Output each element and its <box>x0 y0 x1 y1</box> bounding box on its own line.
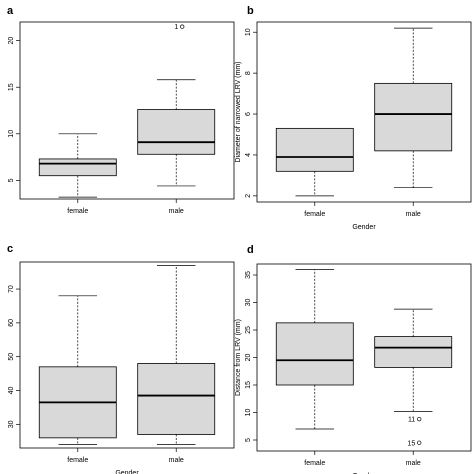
box-female <box>38 295 117 445</box>
outlier-point <box>180 24 185 29</box>
x-tick-label: female <box>67 457 88 464</box>
panel-label: c <box>7 243 13 255</box>
outlier-label: 1 <box>174 24 178 31</box>
x-tick-label: female <box>304 211 325 218</box>
y-tick-label: 8 <box>245 71 252 75</box>
box-male: 1 <box>137 24 216 187</box>
y-tick-label: 10 <box>245 28 252 36</box>
chart-panel-d: d 5 10 15 20 25 30 35 Distance from LRV (mm) fema… <box>235 244 472 474</box>
y-tick-label: 5 <box>8 178 15 182</box>
y-tick-label: 60 <box>8 319 15 327</box>
outlier-label: 15 <box>407 440 415 447</box>
plot-frame <box>19 261 235 449</box>
box-male <box>137 265 216 445</box>
y-tick-label: 30 <box>245 299 252 307</box>
x-tick-label: female <box>304 460 325 467</box>
y-tick-label: 40 <box>8 387 15 395</box>
y-tick-label: 2 <box>245 194 252 198</box>
iqr-box <box>275 322 354 386</box>
y-axis-label: Diameter of narrowed LRV (mm) <box>235 61 242 162</box>
box-male: 11 15 <box>374 308 453 447</box>
box-female <box>275 269 354 430</box>
iqr-box <box>38 158 117 177</box>
y-tick-label: 10 <box>245 409 252 417</box>
iqr-box <box>137 109 216 155</box>
y-tick-label: 20 <box>8 37 15 45</box>
y-tick-label: 25 <box>245 326 252 334</box>
chart-panel-c: c 30 40 50 60 70 female male Gender <box>7 243 235 474</box>
x-axis-label: Gender <box>352 224 376 231</box>
x-tick-label: male <box>406 460 421 467</box>
plot-frame <box>256 21 472 203</box>
y-tick-label: 5 <box>245 438 252 442</box>
y-tick-label: 6 <box>245 112 252 116</box>
y-axis-label: Distance from LRV (mm) <box>235 319 242 396</box>
y-tick-label: 70 <box>8 285 15 293</box>
panel-label: a <box>7 5 14 17</box>
y-tick-label: 30 <box>8 420 15 428</box>
iqr-box <box>275 127 354 172</box>
box-male <box>374 27 453 189</box>
iqr-box <box>137 363 216 435</box>
iqr-box <box>374 82 453 152</box>
x-axis-label: Gender <box>115 470 139 474</box>
chart-panel-a: a 5 10 15 20 female 1 male <box>7 5 235 215</box>
box-female <box>38 133 117 198</box>
y-tick-label: 4 <box>245 153 252 157</box>
y-tick-label: 20 <box>245 354 252 362</box>
chart-panel-b: b 2 4 6 8 10 Diameter of narrowed LRV (mm) fema… <box>235 5 472 231</box>
y-tick-label: 15 <box>8 83 15 91</box>
outlier-point <box>417 440 422 445</box>
outlier-point <box>417 416 422 422</box>
box-female <box>275 127 354 197</box>
x-tick-label: male <box>169 457 184 464</box>
x-tick-label: male <box>406 211 421 218</box>
y-tick-label: 10 <box>8 130 15 138</box>
panel-label: b <box>247 5 254 17</box>
panel-label: d <box>247 244 254 256</box>
y-tick-label: 50 <box>8 353 15 361</box>
x-tick-label: male <box>169 208 184 215</box>
outlier-label: 11 <box>408 417 415 424</box>
y-tick-label: 15 <box>245 381 252 389</box>
plot-frame <box>19 21 235 200</box>
iqr-box <box>374 336 453 368</box>
y-tick-label: 35 <box>245 271 252 279</box>
x-tick-label: female <box>67 208 88 215</box>
